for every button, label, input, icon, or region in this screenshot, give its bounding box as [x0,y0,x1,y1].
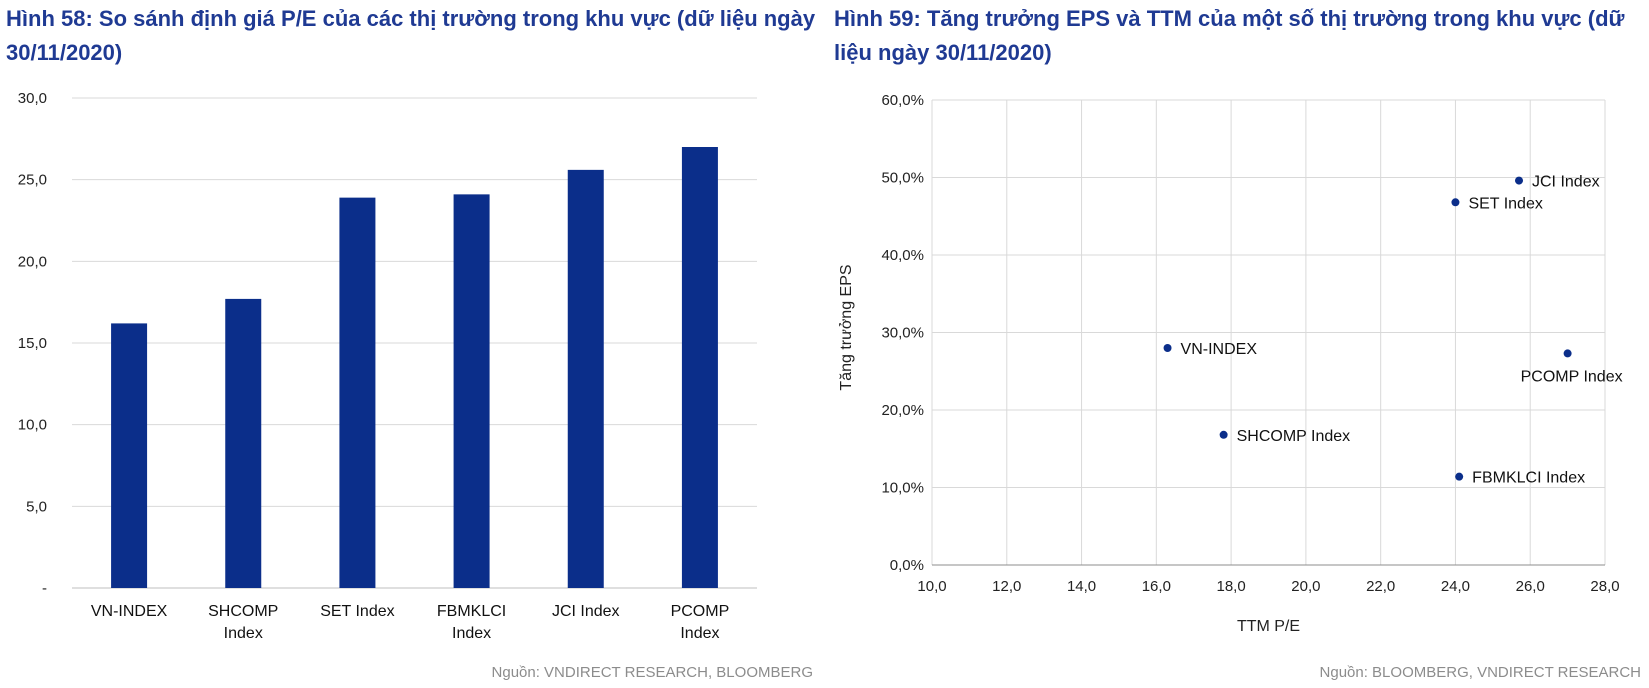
y-tick-label: 30,0 [18,90,47,107]
x-tick-label: 18,0 [1217,578,1246,595]
y-tick-label: 10,0% [881,480,924,497]
point-label: JCI Index [1532,174,1600,191]
y-tick-label: 25,0 [18,172,47,189]
y-tick-label: 0,0% [890,557,924,574]
scatter-point [1455,472,1464,481]
x-category-label: PCOMP [671,603,730,620]
x-tick-label: 12,0 [992,578,1021,595]
x-tick-label: 14,0 [1067,578,1096,595]
x-category-label: Index [224,625,263,642]
y-tick-label: 40,0% [881,247,924,264]
point-label: SHCOMP Index [1237,428,1351,445]
bar [225,298,262,588]
x-category-label: SET Index [320,603,394,620]
bar [567,169,604,588]
y-tick-label: 20,0 [18,253,47,270]
x-category-label: Index [680,625,719,642]
y-tick-label: 60,0% [881,92,924,109]
y-tick-label: 50,0% [881,170,924,187]
scatter-point [1563,349,1572,358]
x-tick-label: 10,0 [917,578,946,595]
y-axis-title: Tăng trưởng EPS [838,264,855,390]
scatter-point [1515,176,1524,185]
bar [453,194,490,588]
x-category-label: JCI Index [552,603,620,620]
point-label: PCOMP Index [1521,368,1623,385]
bar [339,197,376,588]
scatter-point [1219,430,1228,439]
y-tick-label: 15,0 [18,335,47,352]
x-tick-label: 26,0 [1516,578,1545,595]
point-label: VN-INDEX [1181,341,1258,358]
chart2-title: Hình 59: Tăng trưởng EPS và TTM của một … [834,6,1625,65]
x-tick-label: 20,0 [1291,578,1320,595]
x-category-label: VN-INDEX [91,603,168,620]
x-tick-label: 28,0 [1590,578,1619,595]
point-label: SET Index [1468,195,1542,212]
x-category-label: SHCOMP [208,603,278,620]
scatter-point [1163,344,1172,352]
y-tick-label: 5,0 [26,498,47,515]
bar [111,323,148,588]
x-axis-title: TTM P/E [1237,618,1300,635]
scatter-point [1451,198,1460,207]
chart1-source: Nguồn: VNDIRECT RESEARCH, BLOOMBERG [491,664,813,681]
x-tick-label: 16,0 [1142,578,1171,595]
point-label: FBMKLCI Index [1472,470,1585,487]
chart2-source: Nguồn: BLOOMBERG, VNDIRECT RESEARCH [1319,664,1641,681]
y-tick-label: 20,0% [881,402,924,419]
x-category-label: FBMKLCI [437,603,506,620]
bar [681,147,718,588]
y-tick-label: - [42,580,47,597]
y-tick-label: 10,0 [18,417,47,434]
x-tick-label: 24,0 [1441,578,1470,595]
x-category-label: Index [452,625,491,642]
chart1-title: Hình 58: So sánh định giá P/E của các th… [6,6,816,65]
y-tick-label: 30,0% [881,325,924,342]
x-tick-label: 22,0 [1366,578,1395,595]
